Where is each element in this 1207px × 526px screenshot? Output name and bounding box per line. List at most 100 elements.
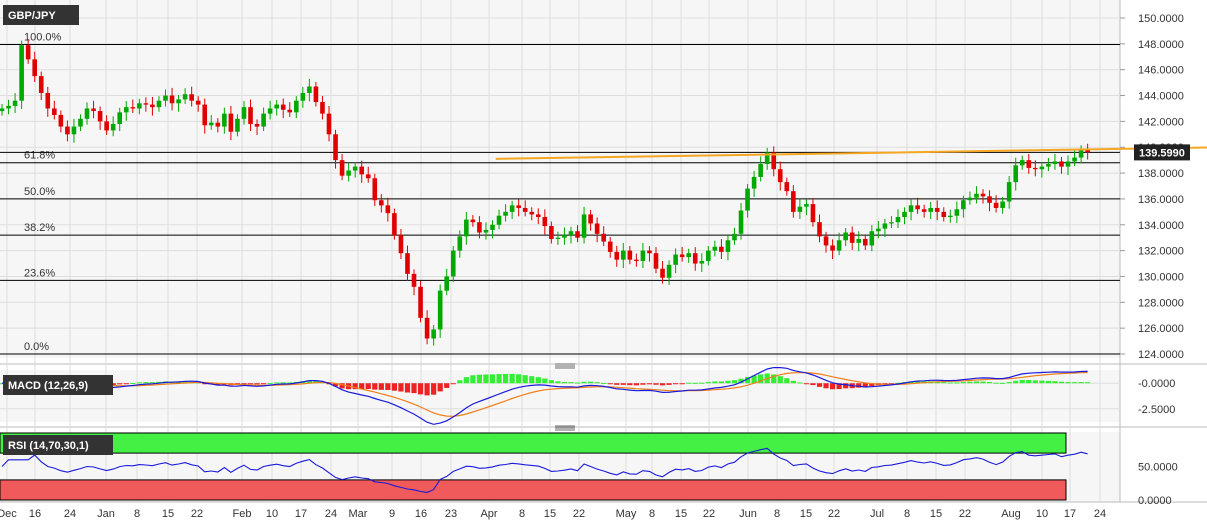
macd-histogram-bar	[967, 381, 973, 384]
time-tick-label: 17	[295, 508, 307, 520]
price-tick-label: 134.0000	[1138, 220, 1184, 232]
candle-body	[52, 108, 57, 115]
candle-body	[307, 86, 312, 93]
candle-body	[424, 317, 430, 339]
candle-body	[980, 193, 986, 197]
candle-body	[235, 118, 240, 132]
candle-body	[882, 223, 888, 229]
candle-body	[496, 215, 502, 225]
candle-body	[1052, 161, 1058, 165]
macd-histogram-bar	[862, 383, 868, 388]
macd-histogram-bar	[359, 383, 365, 390]
candle-body	[195, 100, 201, 105]
candle-body	[38, 76, 44, 93]
candle-body	[993, 202, 999, 208]
macd-histogram-bar	[542, 378, 548, 384]
candle-body	[405, 253, 410, 274]
candle-body	[19, 45, 24, 101]
macd-histogram-bar	[365, 383, 371, 389]
candle-body	[1019, 160, 1025, 166]
candle-body	[725, 240, 731, 252]
candle-body	[869, 231, 875, 246]
candle-body	[228, 113, 234, 132]
candle-body	[777, 169, 783, 183]
macd-histogram-bar	[241, 383, 247, 385]
candle-body	[254, 123, 260, 127]
time-tick-label: 24	[325, 508, 337, 520]
candle-body	[287, 109, 293, 113]
macd-histogram-bar	[378, 383, 384, 390]
macd-histogram-bar	[522, 375, 528, 384]
price-tick-label: 142.0000	[1138, 116, 1184, 128]
macd-histogram-bar	[568, 382, 574, 384]
candle-body	[123, 107, 129, 113]
candle-body	[954, 209, 960, 216]
macd-histogram-bar	[731, 380, 738, 384]
candle-body	[823, 236, 829, 246]
price-tick-label: 136.0000	[1138, 194, 1184, 206]
candle-body	[876, 228, 881, 232]
candle-body	[483, 229, 489, 233]
macd-histogram-bar	[280, 382, 286, 384]
time-tick-label: May	[616, 508, 637, 520]
macd-histogram-bar	[856, 383, 862, 388]
macd-histogram-bar	[712, 381, 718, 384]
time-tick-label: Jun	[739, 508, 757, 520]
macd-histogram-bar	[339, 383, 345, 389]
macd-histogram-bar	[888, 383, 895, 385]
macd-histogram-bar	[993, 382, 999, 384]
panel-resize-handle[interactable]	[555, 363, 575, 369]
panel-resize-handle[interactable]	[555, 425, 575, 431]
candle-body	[222, 113, 227, 127]
candle-body	[1085, 149, 1090, 153]
candle-body	[1059, 161, 1064, 167]
candle-body	[117, 112, 123, 124]
macd-histogram-bar	[274, 382, 280, 384]
rsi-oversold-zone	[0, 479, 1067, 501]
candle-body	[895, 217, 901, 223]
macd-histogram-bar	[516, 374, 522, 384]
candle-body	[91, 108, 96, 112]
candle-body	[987, 196, 992, 203]
candle-body	[1078, 149, 1084, 158]
candle-body	[941, 211, 947, 218]
candle-body	[130, 107, 136, 109]
candle-body	[751, 176, 757, 189]
candle-body	[862, 238, 868, 246]
macd-histogram-bar	[385, 383, 391, 390]
macd-histogram-bar	[110, 383, 116, 386]
macd-histogram-bar	[882, 383, 888, 385]
fib-level-label: 23.6%	[24, 267, 55, 279]
candle-body	[856, 238, 862, 243]
candle-body	[84, 108, 90, 119]
time-tick-label: 8	[649, 508, 655, 520]
candle-body	[509, 205, 515, 212]
candle-body	[712, 246, 718, 251]
macd-histogram-bar	[973, 381, 980, 384]
candle-body	[732, 233, 737, 241]
candle-body	[921, 209, 927, 212]
macd-histogram-bar	[417, 383, 424, 395]
candle-body	[1006, 182, 1012, 202]
macd-histogram-bar	[1085, 382, 1091, 384]
macd-histogram-bar	[574, 382, 581, 384]
candle-body	[660, 268, 665, 278]
candle-body	[699, 260, 705, 264]
candle-body	[1039, 166, 1045, 170]
time-tick-label: Aug	[1001, 508, 1021, 520]
candle-body	[189, 94, 194, 101]
macd-histogram-bar	[1039, 380, 1045, 384]
macd-histogram-bar	[1026, 379, 1032, 384]
macd-histogram-bar	[640, 383, 646, 385]
macd-histogram-bar	[555, 381, 561, 384]
macd-histogram-bar	[1058, 381, 1065, 384]
candle-body	[830, 245, 835, 251]
candle-body	[647, 250, 652, 254]
candle-body	[738, 210, 744, 234]
time-tick-label: 9	[389, 508, 395, 520]
candle-body	[719, 246, 724, 252]
macd-histogram-bar	[1000, 382, 1006, 384]
candle-body	[176, 99, 181, 104]
fib-level-label: 0.0%	[24, 341, 49, 353]
fib-level-label: 100.0%	[24, 31, 62, 43]
